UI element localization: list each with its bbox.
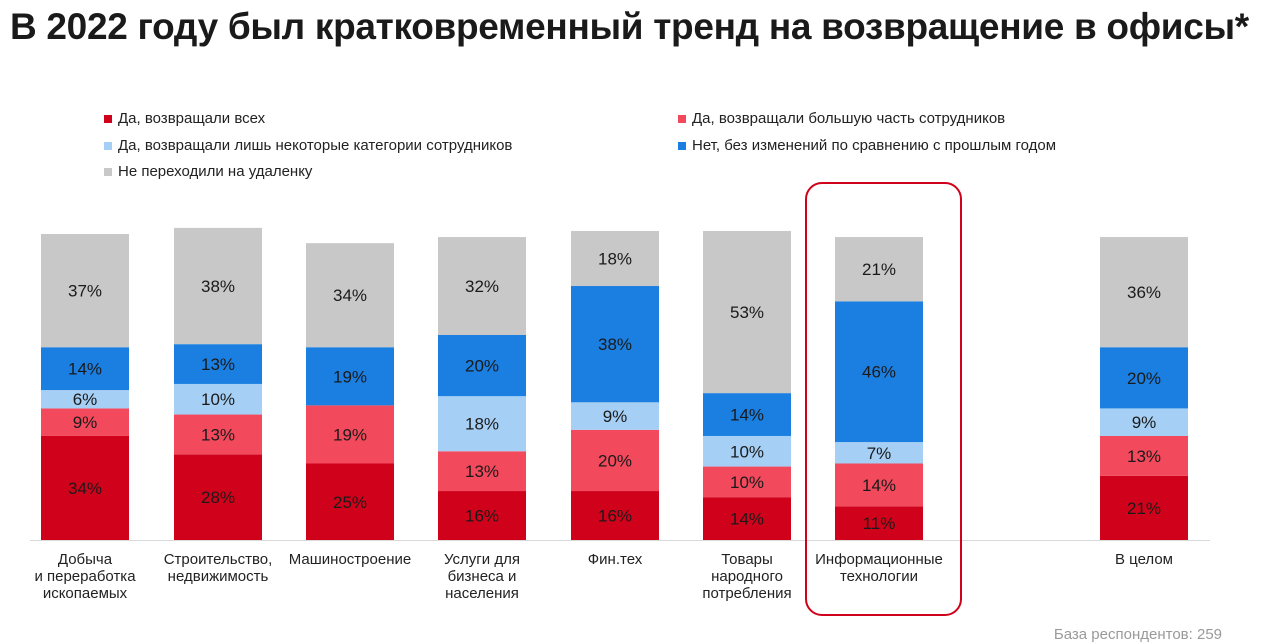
category-label: Информационные технологии <box>815 551 943 585</box>
data-label: 18% <box>465 415 499 434</box>
data-label: 10% <box>730 473 764 492</box>
bar-segment-most <box>306 405 394 464</box>
data-label: 16% <box>598 507 632 526</box>
data-label: 19% <box>333 367 367 386</box>
data-label: 13% <box>465 462 499 481</box>
category-label: Товары народного потребления <box>702 551 792 602</box>
bar-segment-none <box>438 334 526 397</box>
bar-segment-all <box>174 454 262 540</box>
bar-segment-remote_no <box>306 243 394 348</box>
bar-segment-most <box>571 429 659 492</box>
data-label: 21% <box>862 260 896 279</box>
bar-segment-most <box>174 414 262 455</box>
bar-segment-remote_no <box>438 237 526 335</box>
data-label: 21% <box>1127 499 1161 518</box>
data-label: 20% <box>465 357 499 376</box>
bar-segment-none <box>1100 347 1188 409</box>
category-label: Машиностроение <box>288 551 412 568</box>
bar-segment-some <box>174 383 262 415</box>
data-label: 14% <box>730 406 764 425</box>
bar-segment-all <box>835 506 923 540</box>
bar-segment-all <box>306 463 394 540</box>
data-label: 9% <box>1132 413 1157 432</box>
data-label: 14% <box>68 360 102 379</box>
data-label: 9% <box>73 413 98 432</box>
bar-segment-remote_no <box>174 227 262 345</box>
bar-segment-remote_no <box>571 230 659 287</box>
data-label: 38% <box>201 277 235 296</box>
data-label: 46% <box>862 363 896 382</box>
bar-segment-remote_no <box>41 234 129 348</box>
data-label: 9% <box>603 407 628 426</box>
data-label: 11% <box>863 514 896 533</box>
bar-segment-some <box>571 402 659 430</box>
data-label: 10% <box>730 442 764 461</box>
bar-segment-remote_no <box>703 230 791 394</box>
data-label: 36% <box>1127 283 1161 302</box>
bar-segment-most <box>41 408 129 436</box>
data-label: 14% <box>730 510 764 529</box>
data-label: 19% <box>333 425 367 444</box>
bar-segment-some <box>41 390 129 409</box>
bar-segment-most <box>835 463 923 507</box>
data-label: 18% <box>598 249 632 268</box>
data-label: 16% <box>465 507 499 526</box>
data-label: 34% <box>68 479 102 498</box>
bar-segment-none <box>835 301 923 443</box>
bar-segment-none <box>306 347 394 406</box>
bar-segment-none <box>174 344 262 384</box>
bar-segment-none <box>571 286 659 403</box>
respondents-base-note: База респондентов: 259 <box>1053 626 1222 643</box>
bar-segment-some <box>703 435 791 467</box>
bar-segment-all <box>438 491 526 540</box>
bar-segment-some <box>438 396 526 452</box>
bar-segment-all <box>41 435 129 540</box>
bar-segment-most <box>1100 435 1188 476</box>
data-label: 38% <box>598 335 632 354</box>
data-label: 13% <box>1127 447 1161 466</box>
bar-segment-some <box>835 442 923 464</box>
data-label: 53% <box>730 303 764 322</box>
data-label: 20% <box>1127 369 1161 388</box>
bar-segment-some <box>1100 408 1188 436</box>
category-label: В целом <box>1114 551 1173 568</box>
highlight-frame <box>805 182 962 616</box>
data-label: 14% <box>862 476 896 495</box>
bar-segment-most <box>703 466 791 498</box>
data-label: 37% <box>68 282 102 301</box>
data-label: 32% <box>465 277 499 296</box>
category-label: Фин.тех <box>587 551 643 568</box>
data-label: 20% <box>598 451 632 470</box>
bar-segment-none <box>703 393 791 436</box>
data-label: 13% <box>201 355 235 374</box>
data-label: 34% <box>333 286 367 305</box>
category-label: Услуги для бизнеса и населения <box>444 551 520 602</box>
bar-segment-most <box>438 451 526 492</box>
data-label: 28% <box>201 488 235 507</box>
data-label: 6% <box>73 390 98 409</box>
category-label: Добыча и переработка ископаемых <box>34 551 136 602</box>
bar-segment-all <box>571 491 659 540</box>
category-label: Строительство, недвижимость <box>163 551 273 585</box>
bar-segment-remote_no <box>1100 237 1188 348</box>
bar-segment-all <box>1100 475 1188 540</box>
data-label: 10% <box>201 390 235 409</box>
data-label: 25% <box>333 493 367 512</box>
bar-segment-remote_no <box>835 237 923 302</box>
bar-segment-none <box>41 347 129 391</box>
data-label: 13% <box>201 425 235 444</box>
chart-title: В 2022 году был кратковременный тренд на… <box>10 6 1249 47</box>
bar-segment-all <box>703 497 791 540</box>
data-label: 7% <box>867 444 892 463</box>
